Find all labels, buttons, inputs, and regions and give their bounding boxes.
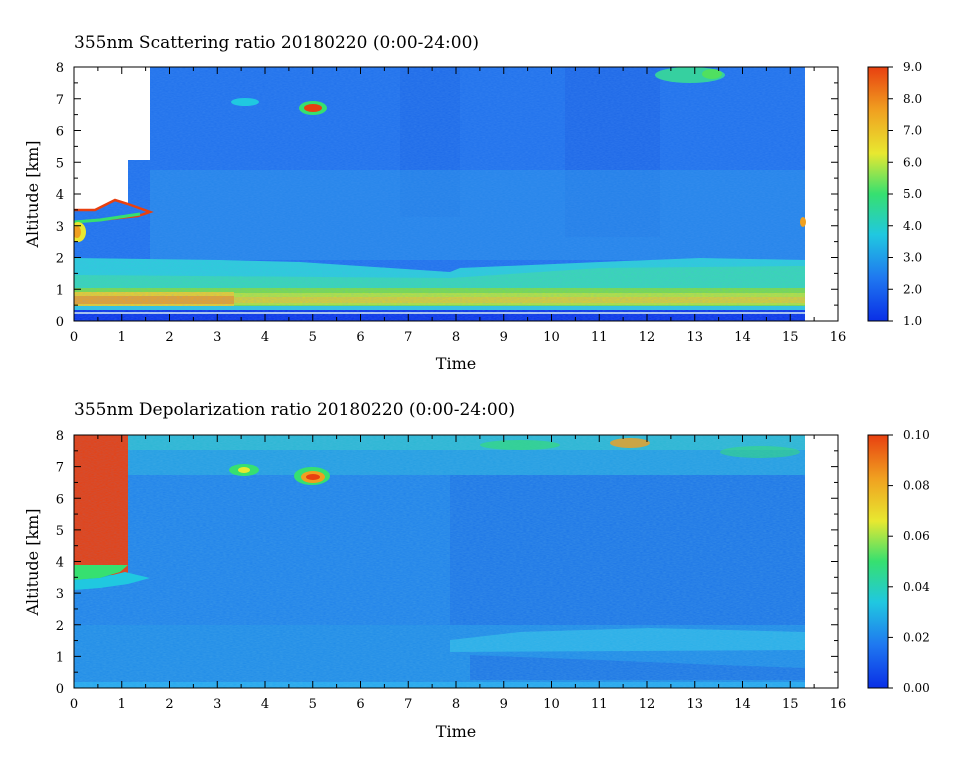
y-tick-label: 1: [56, 283, 64, 298]
x-tick-label: 0: [70, 330, 78, 345]
y-tick-label: 8: [56, 61, 64, 76]
colorbar-tick-label: 6.0: [903, 155, 922, 169]
x-tick-label: 14: [734, 330, 751, 345]
y-tick-label: 6: [56, 492, 64, 507]
y-tick-label: 0: [56, 682, 64, 697]
y-tick-label: 6: [56, 125, 64, 140]
x-tick-label: 10: [543, 330, 560, 345]
scattering-ratio-panel: 355nm Scattering ratio 20180220 (0:00-24…: [23, 33, 922, 373]
x-tick-label: 5: [309, 330, 317, 345]
x-tick-label: 2: [165, 330, 173, 345]
y-axis-label: Altitude [km]: [23, 508, 42, 616]
x-tick-label: 13: [686, 697, 703, 712]
x-tick-label: 7: [404, 330, 412, 345]
colorbar-tick-label: 0.08: [903, 479, 930, 493]
heatmap-area: [74, 67, 838, 321]
colorbar-ticks: 0.00 0.02 0.04 0.06 0.08 0.10: [888, 428, 930, 695]
x-tick-label: 16: [830, 330, 847, 345]
colorbar-tick-label: 0.00: [903, 681, 930, 695]
x-tick-label: 3: [213, 330, 221, 345]
y-tick-label: 7: [56, 461, 64, 476]
colorbar-tick-label: 5.0: [903, 187, 922, 201]
x-tick-label: 3: [213, 697, 221, 712]
x-tick-label: 2: [165, 697, 173, 712]
depolarization-ratio-panel: 355nm Depolarization ratio 20180220 (0:0…: [23, 400, 930, 741]
x-tick-label: 6: [356, 330, 364, 345]
x-axis-label: Time: [436, 354, 476, 373]
y-tick-label: 2: [56, 619, 64, 634]
y-axis-label: Altitude [km]: [23, 140, 42, 248]
x-tick-label: 11: [591, 697, 608, 712]
y-tick-label: 2: [56, 252, 64, 267]
x-tick-label: 14: [734, 697, 751, 712]
colorbar-tick-label: 7.0: [903, 124, 922, 138]
x-tick-label: 4: [261, 697, 269, 712]
x-tick-label: 0: [70, 697, 78, 712]
x-tick-label: 10: [543, 697, 560, 712]
y-tick-label: 8: [56, 429, 64, 444]
colorbar-tick-label: 8.0: [903, 92, 922, 106]
y-tick-label: 3: [56, 587, 64, 602]
colorbar-tick-label: 0.06: [903, 529, 930, 543]
colorbar-tick-label: 9.0: [903, 60, 922, 74]
y-tick-label: 0: [56, 315, 64, 330]
x-axis-label: Time: [436, 722, 476, 741]
x-tick-label: 5: [309, 697, 317, 712]
x-tick-label: 9: [500, 697, 508, 712]
x-tick-label: 7: [404, 697, 412, 712]
x-tick-label: 1: [118, 697, 126, 712]
chart-title: 355nm Depolarization ratio 20180220 (0:0…: [74, 400, 515, 420]
colorbar-tick-label: 0.04: [903, 580, 930, 594]
colorbar-tick-label: 0.10: [903, 428, 930, 442]
y-tick-label: 4: [56, 188, 64, 203]
colorbar: [867, 434, 889, 689]
colorbar-ticks: 1.0 2.0 3.0 4.0 5.0 6.0 7.0 8.0 9.0: [888, 60, 922, 328]
y-tick-label: 7: [56, 93, 64, 108]
x-tick-label: 13: [686, 330, 703, 345]
colorbar: [867, 66, 889, 322]
colorbar-tick-label: 2.0: [903, 282, 922, 296]
x-tick-label: 4: [261, 330, 269, 345]
x-tick-label: 8: [452, 330, 460, 345]
x-tick-label: 11: [591, 330, 608, 345]
y-tick-label: 5: [56, 156, 64, 171]
x-tick-label: 15: [782, 330, 799, 345]
x-tick-label: 12: [639, 330, 656, 345]
cloud-no-data: [74, 67, 150, 210]
y-tick-label: 3: [56, 220, 64, 235]
heatmap-area: [74, 435, 838, 688]
chart-title: 355nm Scattering ratio 20180220 (0:00-24…: [74, 33, 479, 53]
colorbar-tick-label: 1.0: [903, 314, 922, 328]
colorbar-tick-label: 0.02: [903, 630, 930, 644]
x-tick-label: 15: [782, 697, 799, 712]
y-tick-label: 1: [56, 650, 64, 665]
colorbar-tick-label: 3.0: [903, 251, 922, 265]
x-tick-label: 6: [356, 697, 364, 712]
x-tick-label: 9: [500, 330, 508, 345]
y-tick-label: 5: [56, 524, 64, 539]
x-tick-label: 12: [639, 697, 656, 712]
y-tick-label: 4: [56, 556, 64, 571]
x-tick-label: 8: [452, 697, 460, 712]
colorbar-tick-label: 4.0: [903, 219, 922, 233]
x-tick-label: 16: [830, 697, 847, 712]
x-tick-label: 1: [118, 330, 126, 345]
